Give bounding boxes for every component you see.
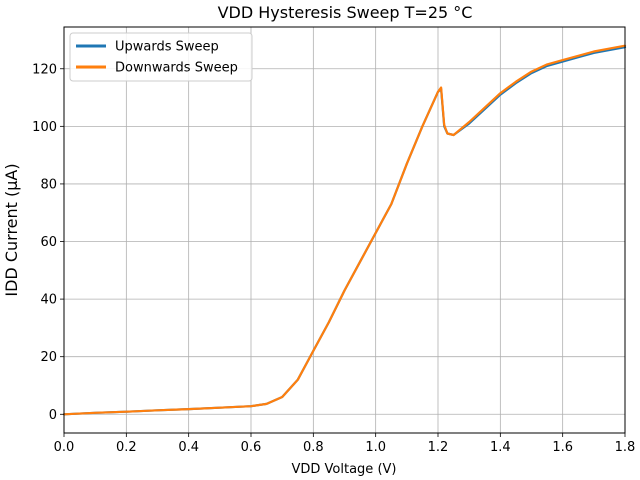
x-tick-label: 0.2 (116, 440, 137, 455)
x-tick-label: 0.8 (303, 440, 324, 455)
y-tick-label: 100 (32, 120, 57, 135)
legend-box (69, 32, 253, 82)
legend: Upwards Sweep Downwards Sweep (69, 32, 253, 82)
series-line-downwards-sweep (62, 44, 627, 416)
x-tick-label: 1.2 (428, 440, 449, 455)
x-tick-label: 1.6 (552, 440, 573, 455)
x-tick-label: 0.4 (178, 440, 199, 455)
y-tick-label: 60 (40, 235, 57, 250)
x-tick-label: 0.6 (241, 440, 262, 455)
series-lines (62, 44, 627, 416)
x-tick-label: 1.8 (615, 440, 636, 455)
x-axis-label: VDD Voltage (V) (292, 462, 397, 477)
y-tick-label: 80 (40, 177, 57, 192)
axis-ticks: 0.0 0.2 0.4 0.6 0.8 1.0 1.2 1.4 1.6 1.8 0 20 40 60 80 1… (32, 62, 635, 455)
y-tick-label: 40 (40, 293, 57, 308)
y-tick-label: 120 (32, 62, 57, 77)
legend-label: Downwards Sweep (115, 61, 238, 76)
plot-frame (63, 26, 626, 434)
chart-title: VDD Hysteresis Sweep T=25 °C (218, 3, 473, 22)
x-tick-label: 1.4 (490, 440, 511, 455)
legend-label: Upwards Sweep (115, 40, 219, 55)
y-tick-label: 20 (40, 350, 57, 365)
y-axis-label: IDD Current (µA) (2, 163, 21, 296)
x-tick-label: 0.0 (54, 440, 75, 455)
x-tick-label: 1.0 (365, 440, 386, 455)
y-tick-label: 0 (49, 408, 57, 423)
